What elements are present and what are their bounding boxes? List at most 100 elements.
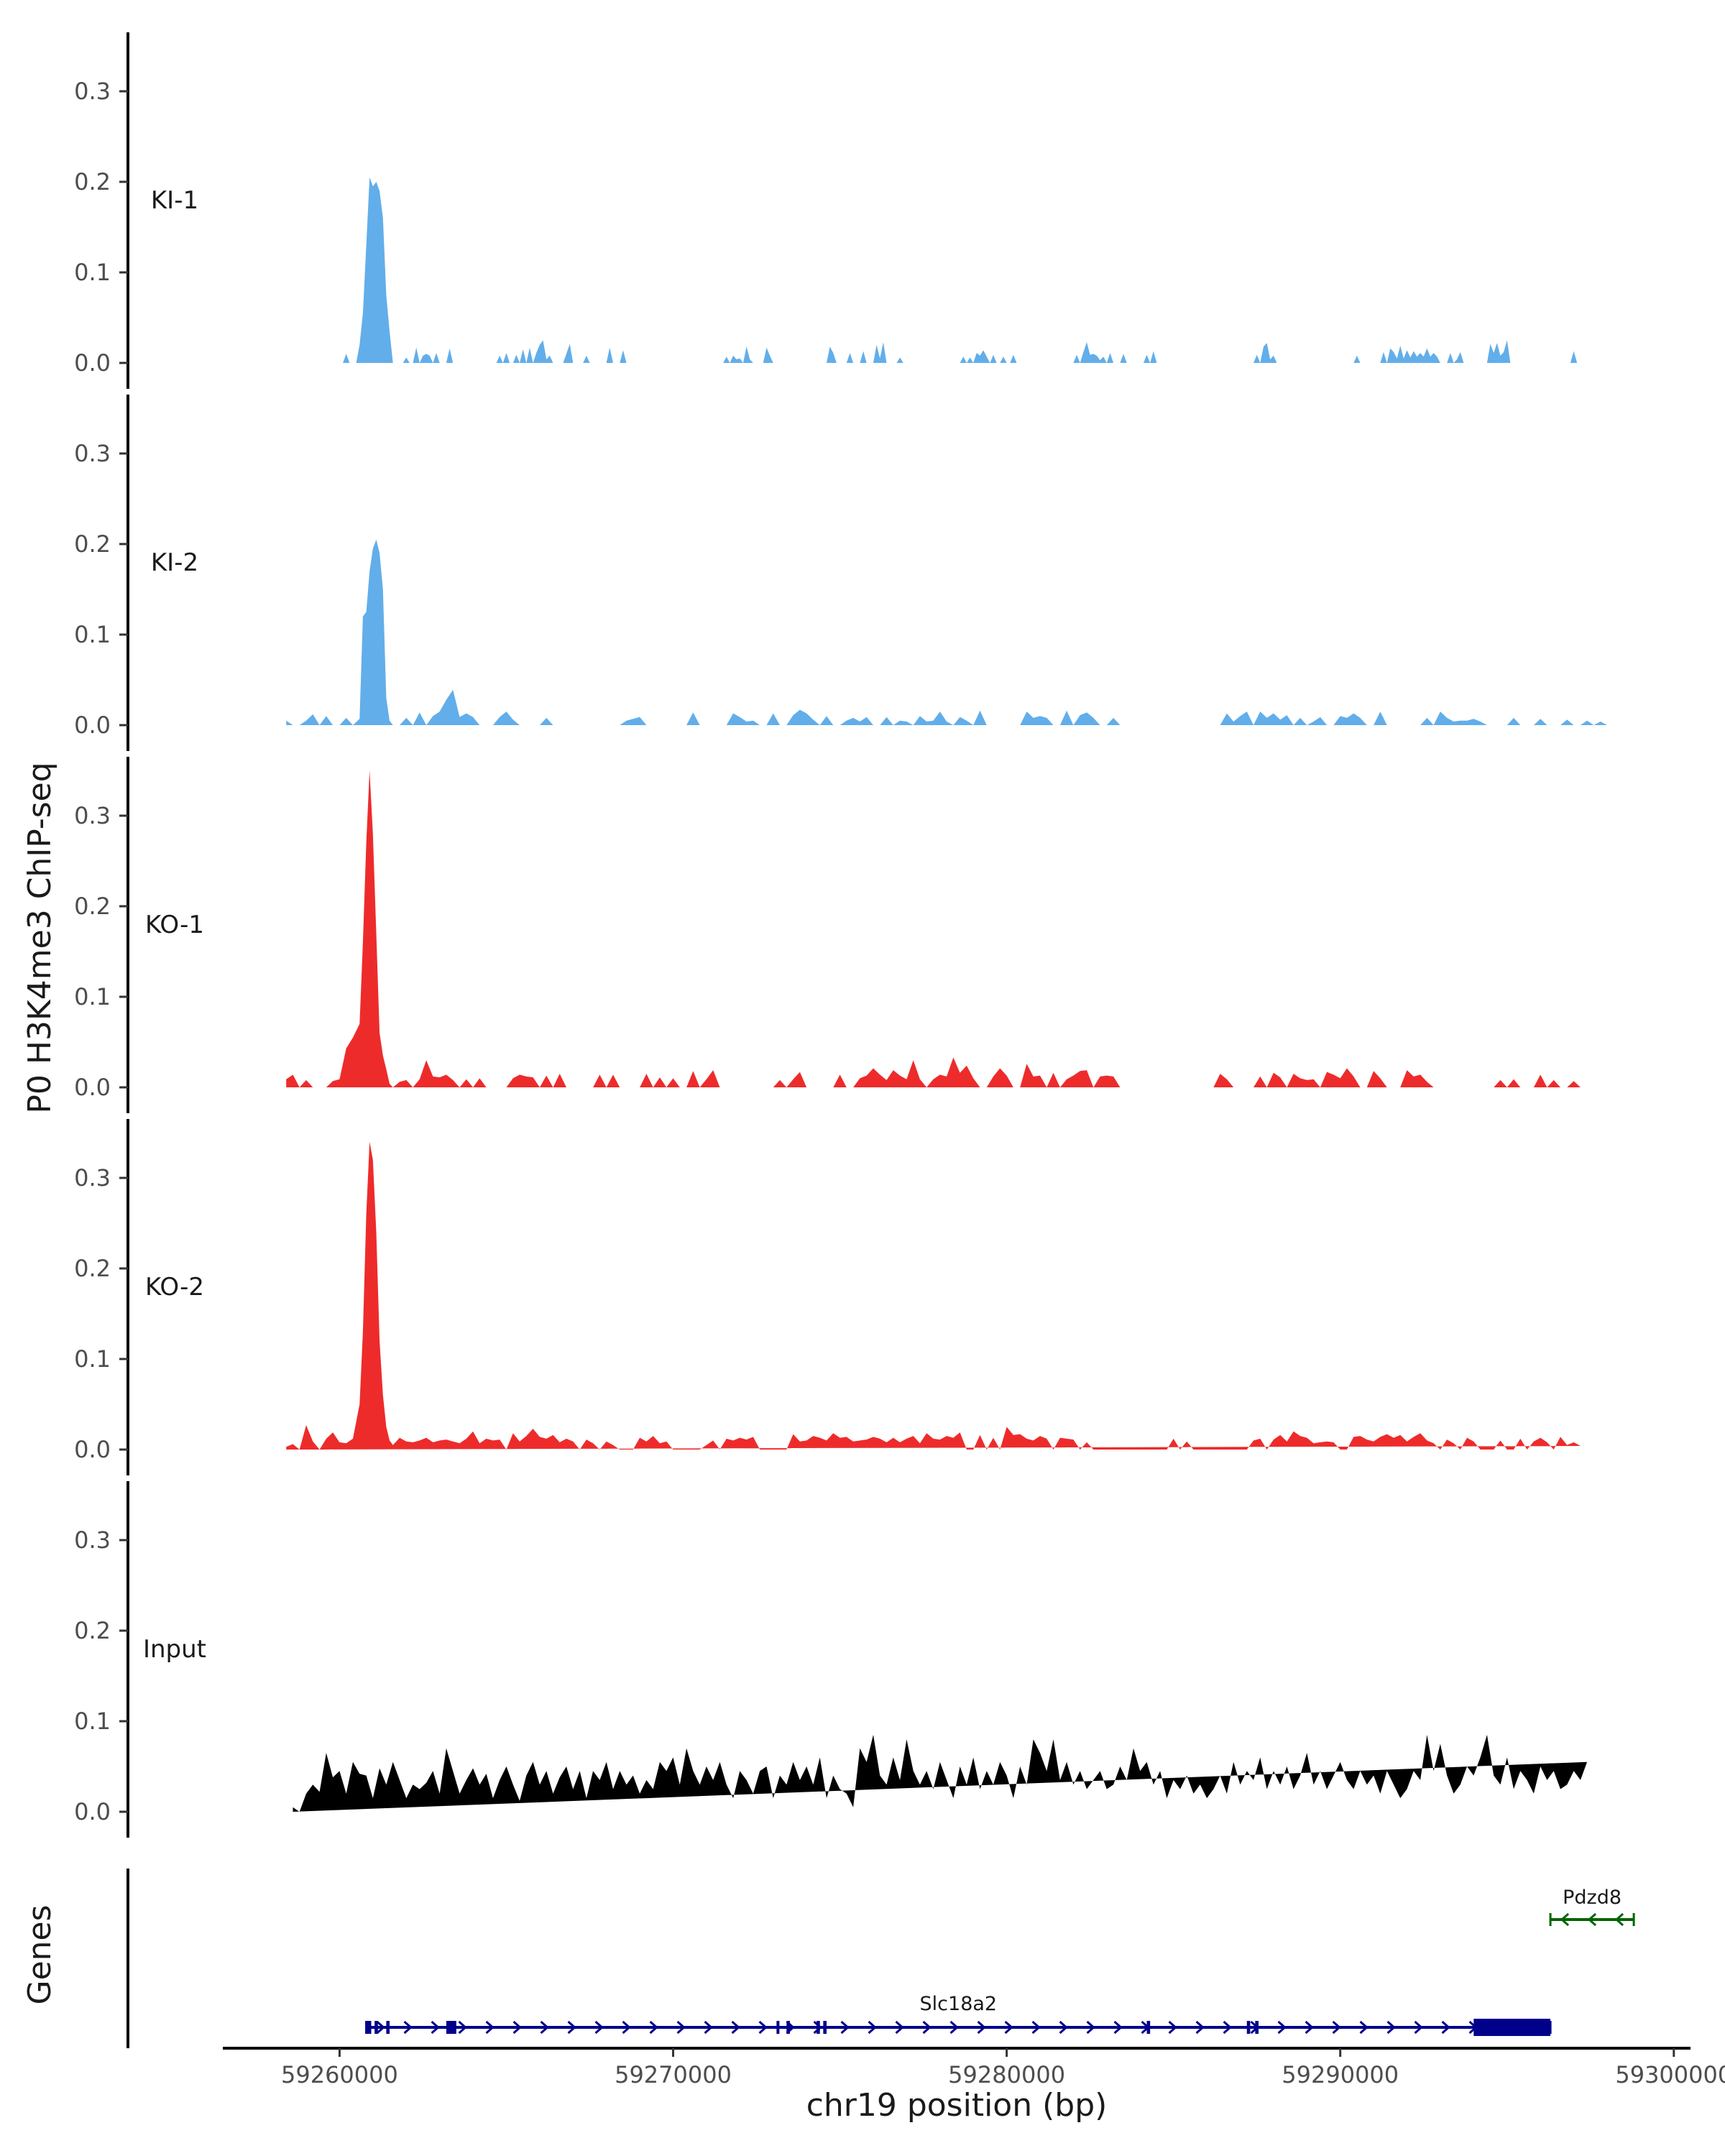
- track-label: KO-2: [145, 1273, 204, 1302]
- track-label: KO-1: [145, 911, 204, 939]
- strand-chevron: [485, 2020, 494, 2035]
- gene-label: Slc18a2: [920, 1993, 998, 2015]
- signal-area: [286, 1141, 1581, 1450]
- x-tick-label: 59280000: [948, 2061, 1065, 2088]
- y-tick-label: 0.1: [74, 1708, 111, 1735]
- strand-chevron: [731, 2020, 740, 2035]
- genes-axis-title: Genes: [22, 1904, 58, 2004]
- exon: [1473, 2019, 1551, 2036]
- y-tick-label: 0.2: [74, 168, 111, 195]
- y-tick-label: 0.0: [74, 1798, 111, 1825]
- strand-chevron: [704, 2020, 713, 2035]
- x-tick-label: 59300000: [1615, 2061, 1725, 2088]
- y-tick-label: 0.1: [74, 259, 111, 286]
- track-label: KI-1: [151, 186, 198, 215]
- strand-chevron: [922, 2020, 932, 2035]
- strand-chevron: [1305, 2020, 1314, 2035]
- x-tick-label: 59290000: [1282, 2061, 1399, 2088]
- signal-area: [293, 1734, 1588, 1812]
- strand-chevron: [1195, 2020, 1205, 2035]
- strand-chevron: [977, 2020, 986, 2035]
- strand-chevron: [1113, 2020, 1123, 2035]
- strand-chevron: [458, 2020, 467, 2035]
- strand-chevron: [1086, 2020, 1095, 2035]
- exon: [374, 2021, 378, 2034]
- strand-chevron: [622, 2020, 631, 2035]
- strand-chevron: [949, 2020, 959, 2035]
- track-label: Input: [143, 1635, 206, 1664]
- y-tick-label: 0.1: [74, 621, 111, 648]
- exon: [446, 2021, 456, 2034]
- exon: [776, 2021, 780, 2034]
- y-tick-label: 0.0: [74, 711, 111, 739]
- y-tick-label: 0.2: [74, 530, 111, 558]
- exon: [366, 2021, 372, 2034]
- strand-chevron: [758, 2020, 768, 2035]
- strand-chevron: [868, 2020, 877, 2035]
- strand-chevron: [1560, 1912, 1570, 1927]
- strand-chevron: [1587, 1912, 1597, 1927]
- signal-area: [286, 539, 1614, 725]
- y-tick-label: 0.3: [74, 440, 111, 467]
- y-tick-label: 0.3: [74, 1526, 111, 1554]
- x-tick-label: 59260000: [281, 2061, 398, 2088]
- strand-chevron: [1614, 1912, 1624, 1927]
- gene-slc18a2: Slc18a2: [365, 1993, 1552, 2036]
- track-panel-ki-2: 0.0 0.1 0.2 0.3 KI-2: [74, 395, 1614, 751]
- y-tick-label: 0.3: [74, 1164, 111, 1192]
- strand-chevron: [1414, 2020, 1423, 2035]
- exon: [1255, 2021, 1259, 2034]
- exon: [816, 2021, 820, 2034]
- y-tick-label: 0.2: [74, 1255, 111, 1282]
- strand-chevron: [895, 2020, 904, 2035]
- signal-area: [286, 770, 1581, 1087]
- strand-chevron: [1031, 2020, 1041, 2035]
- strand-chevron: [813, 2020, 822, 2035]
- exon: [1246, 2021, 1251, 2034]
- track-panel-ko-2: 0.0 0.1 0.2 0.3 KO-2: [74, 1119, 1581, 1475]
- y-tick-label: 0.0: [74, 349, 111, 377]
- x-tick-label: 59270000: [615, 2061, 732, 2088]
- strand-chevron: [403, 2020, 413, 2035]
- y-tick-label: 0.3: [74, 802, 111, 829]
- track-panel-ki-1: 0.0 0.1 0.2 0.3 KI-1: [74, 32, 1608, 389]
- strand-chevron: [540, 2020, 549, 2035]
- track-label: KI-2: [151, 548, 198, 577]
- strand-chevron: [840, 2020, 850, 2035]
- strand-chevron: [1441, 2020, 1450, 2035]
- track-panel-ko-1: 0.0 0.1 0.2 0.3 KO-1: [74, 757, 1581, 1113]
- strand-chevron: [676, 2020, 686, 2035]
- strand-chevron: [1059, 2020, 1068, 2035]
- strand-chevron: [567, 2020, 576, 2035]
- y-tick-label: 0.3: [74, 78, 111, 105]
- exon: [823, 2021, 827, 2034]
- track-panel-input: 0.0 0.1 0.2 0.3 Input: [74, 1481, 1588, 1838]
- exon: [786, 2021, 790, 2034]
- strand-chevron: [1277, 2020, 1287, 2035]
- y-axis-title: P0 H3K4me3 ChIP-seq: [22, 762, 58, 1113]
- strand-chevron: [649, 2020, 658, 2035]
- strand-chevron: [376, 2020, 385, 2035]
- strand-chevron: [512, 2020, 522, 2035]
- gene-pdzd8: Pdzd8: [1549, 1886, 1635, 1927]
- x-axis-title: chr19 position (bp): [806, 2087, 1108, 2124]
- strand-chevron: [1332, 2020, 1341, 2035]
- genes-layer: 59260000 59270000 59280000 59290000 59300000…: [126, 1869, 1725, 2088]
- exon: [1146, 2021, 1151, 2034]
- strand-chevron: [1004, 2020, 1013, 2035]
- signal-area: [343, 177, 1608, 363]
- exon: [386, 2021, 390, 2034]
- strand-chevron: [594, 2020, 604, 2035]
- tracks-layer: 0.00.10.20.3KI-10.00.10.20.3KI-20.00.10.…: [74, 32, 1614, 1838]
- strand-chevron: [1223, 2020, 1232, 2035]
- strand-chevron: [431, 2020, 440, 2035]
- y-tick-label: 0.2: [74, 893, 111, 920]
- y-tick-label: 0.2: [74, 1617, 111, 1644]
- y-tick-label: 0.1: [74, 1345, 111, 1373]
- strand-chevron: [1386, 2020, 1396, 2035]
- y-tick-label: 0.0: [74, 1436, 111, 1463]
- y-tick-label: 0.1: [74, 983, 111, 1010]
- gene-label: Pdzd8: [1563, 1886, 1622, 1909]
- strand-chevron: [1168, 2020, 1177, 2035]
